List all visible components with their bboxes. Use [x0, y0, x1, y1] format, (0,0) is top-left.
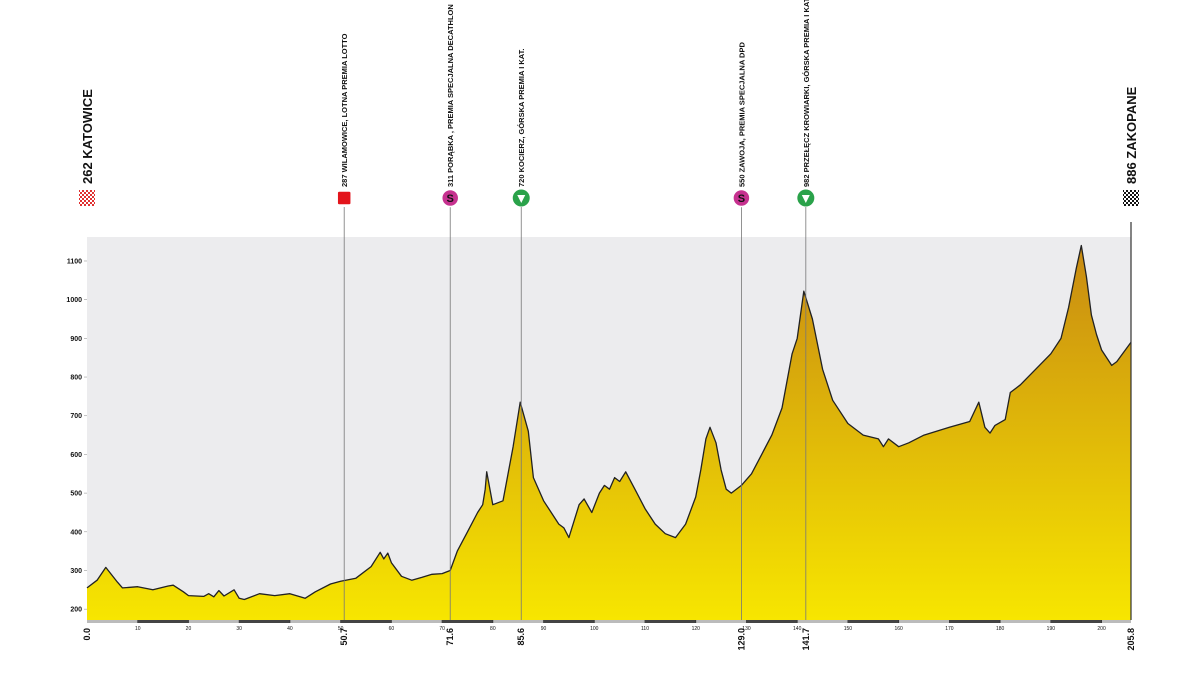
start-icon — [79, 190, 95, 206]
x-axis-segment — [847, 620, 899, 623]
x-axis-segment — [340, 620, 392, 623]
waypoint-label: 311 PORĄBKA , PREMIA SPECJALNA DECATHLON — [446, 4, 455, 187]
sprint-icon — [336, 190, 352, 206]
x-axis-segment — [949, 620, 1001, 623]
waypoint-km-label: 205.8 — [1126, 628, 1136, 651]
x-axis-segment — [239, 620, 290, 623]
special-icon — [732, 188, 751, 208]
elevation-area — [87, 245, 1131, 620]
x-tick-label: 150 — [844, 626, 853, 632]
waypoint-label: 982 PRZEŁĘCZ KROWIARKI, GÓRSKA PREMIA I … — [802, 0, 811, 187]
x-axis-segment — [645, 620, 696, 623]
waypoint-label: 287 WILAMOWICE, LOTNA PREMIA LOTTO — [340, 33, 349, 187]
x-tick-label: 20 — [186, 626, 192, 632]
x-axis-bar — [87, 620, 1131, 623]
x-axis-segment — [543, 620, 595, 623]
x-tick-label: 40 — [287, 626, 293, 632]
waypoint-label: 886 ZAKOPANE — [1124, 86, 1139, 184]
x-tick-label: 30 — [236, 626, 242, 632]
x-tick-label: 170 — [945, 626, 954, 632]
y-tick-label: 1100 — [67, 258, 82, 265]
x-tick-label: 160 — [894, 626, 903, 632]
special-icon-text: S — [738, 193, 745, 205]
waypoint-km-label: 141.7 — [801, 628, 811, 651]
waypoint-km-label: 129.0 — [736, 628, 746, 651]
elevation-line — [86, 244, 1132, 601]
mountain-icon-mark — [801, 195, 810, 203]
waypoint-km-label: 85.6 — [516, 628, 526, 646]
x-axis-segment — [1050, 620, 1102, 623]
x-axis-segment — [442, 620, 493, 623]
y-tick-label: 400 — [70, 529, 82, 536]
y-tick-label: 600 — [70, 452, 82, 459]
y-tick-label: 300 — [70, 568, 82, 575]
x-tick-label: 90 — [541, 626, 547, 632]
x-tick-label: 60 — [389, 626, 395, 632]
x-tick-label: 70 — [439, 626, 445, 632]
x-tick-label: 180 — [996, 626, 1005, 632]
waypoint-label: 550 ZAWOJA, PREMIA SPECJALNA DPD — [737, 42, 746, 187]
special-icon — [440, 188, 460, 208]
x-tick-label: 120 — [692, 626, 701, 632]
y-tick-label: 700 — [70, 413, 82, 420]
x-tick-label: 80 — [490, 626, 496, 632]
x-axis-segment — [746, 620, 798, 623]
x-tick-label: 100 — [590, 626, 599, 632]
waypoint-km-label: 71.6 — [445, 628, 455, 646]
waypoint-km-label: 50.7 — [339, 628, 349, 646]
x-axis-segment — [137, 620, 189, 623]
x-tick-label: 50 — [338, 626, 344, 632]
y-tick-label: 900 — [70, 336, 82, 343]
x-tick-label: 140 — [793, 626, 802, 632]
waypoint-km-label: 0.0 — [82, 628, 92, 641]
y-tick-label: 1000 — [66, 297, 82, 304]
x-tick-label: 130 — [742, 626, 751, 632]
mountain-icon-mark — [517, 195, 526, 203]
y-tick-label: 200 — [70, 607, 82, 614]
x-tick-label: 200 — [1097, 626, 1106, 632]
waypoint-label: 262 KATOWICE — [80, 89, 95, 184]
x-tick-label: 190 — [1047, 626, 1056, 632]
y-tick-label: 500 — [70, 491, 82, 498]
waypoint-label: 720 KOCIERZ, GÓRSKA PREMIA I KAT. — [517, 49, 526, 188]
finish-icon — [1123, 190, 1139, 206]
x-tick-label: 110 — [641, 626, 649, 632]
y-tick-label: 800 — [70, 375, 82, 382]
x-tick-label: 10 — [135, 626, 141, 632]
special-icon-text: S — [447, 193, 454, 205]
